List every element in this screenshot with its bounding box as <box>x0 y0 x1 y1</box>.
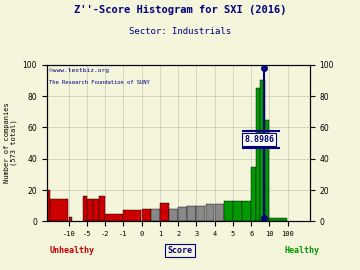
Bar <box>169 209 178 221</box>
Text: 8.8986: 8.8986 <box>244 135 274 144</box>
Bar <box>123 210 141 221</box>
Bar <box>160 202 169 221</box>
Bar <box>260 80 265 221</box>
Text: The Research Foundation of SUNY: The Research Foundation of SUNY <box>49 80 150 86</box>
Text: Unhealthy: Unhealthy <box>50 246 94 255</box>
Bar <box>251 167 256 221</box>
Bar <box>206 204 215 221</box>
Bar <box>242 201 251 221</box>
Bar <box>87 200 93 221</box>
Text: ©www.textbiz.org: ©www.textbiz.org <box>49 68 109 73</box>
Bar <box>151 209 160 221</box>
Bar <box>187 206 196 221</box>
Bar <box>83 196 87 221</box>
Bar <box>233 201 242 221</box>
Bar <box>93 200 99 221</box>
Y-axis label: Number of companies
(573 total): Number of companies (573 total) <box>4 103 17 184</box>
Bar <box>142 209 150 221</box>
Text: Z''-Score Histogram for SXI (2016): Z''-Score Histogram for SXI (2016) <box>74 5 286 15</box>
Bar <box>178 207 187 221</box>
Text: Score: Score <box>167 246 193 255</box>
Bar <box>32 190 50 221</box>
Bar <box>197 206 205 221</box>
Bar <box>99 196 105 221</box>
Text: Healthy: Healthy <box>285 246 320 255</box>
Bar <box>105 214 123 221</box>
Bar <box>50 200 68 221</box>
Text: Sector: Industrials: Sector: Industrials <box>129 27 231 36</box>
Bar <box>269 218 287 221</box>
Bar <box>215 204 224 221</box>
Bar <box>69 217 72 221</box>
Bar <box>224 201 233 221</box>
Bar <box>265 120 269 221</box>
Bar <box>256 88 260 221</box>
